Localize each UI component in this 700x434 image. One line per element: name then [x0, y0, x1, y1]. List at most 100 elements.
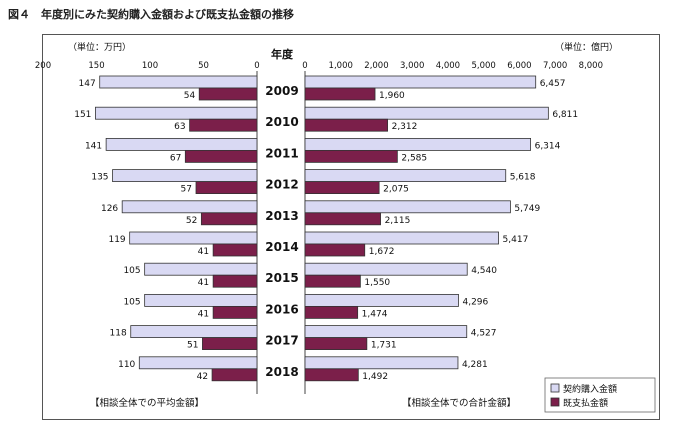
right-axis-tick-label: 5,000 [471, 61, 495, 71]
left-contract-bar [144, 262, 258, 276]
right-contract-value: 4,281 [462, 360, 488, 370]
right-paid-value: 2,585 [401, 153, 427, 163]
left-contract-bar [144, 293, 258, 307]
left-paid-value: 63 [174, 122, 185, 132]
left-paid-value: 51 [187, 341, 198, 351]
left-contract-bar [105, 137, 258, 151]
left-paid-bar [200, 212, 258, 226]
right-contract-bar [304, 356, 459, 370]
right-contract-bar [304, 106, 549, 120]
left-contract-value: 119 [108, 235, 125, 245]
right-axis-tick-label: 8,000 [579, 61, 603, 71]
right-axis-tick-label: 6,000 [507, 61, 531, 71]
left-paid-bar [195, 181, 258, 195]
left-paid-bar [189, 118, 258, 132]
right-contract-value: 6,314 [535, 141, 561, 151]
right-axis-tick-label: 1,000 [329, 61, 353, 71]
year-label: 2015 [265, 271, 298, 285]
right-contract-value: 4,527 [471, 329, 497, 339]
right-paid-value: 1,731 [371, 341, 397, 351]
right-paid-value: 1,960 [379, 91, 405, 101]
left-paid-value: 42 [197, 372, 208, 382]
left-paid-value: 57 [181, 185, 192, 195]
left-axis-tick-label: 150 [88, 61, 104, 71]
left-contract-value: 147 [79, 79, 96, 89]
left-paid-bar [212, 243, 258, 257]
left-contract-bar [138, 356, 258, 370]
left-contract-value: 126 [101, 204, 118, 214]
year-label: 2009 [265, 84, 298, 98]
year-label: 2014 [265, 240, 298, 254]
left-contract-bar [129, 231, 258, 245]
year-label: 2012 [265, 178, 298, 192]
left-paid-bar [184, 149, 258, 163]
right-paid-bar [304, 118, 389, 132]
left-paid-value: 54 [184, 91, 196, 101]
right-paid-bar [304, 243, 366, 257]
right-paid-bar [304, 337, 368, 351]
left-paid-value: 41 [198, 278, 209, 288]
right-paid-bar [304, 274, 361, 288]
right-paid-bar [304, 149, 398, 163]
left-contract-value: 141 [85, 141, 102, 151]
right-paid-value: 2,115 [385, 216, 411, 226]
left-contract-bar [130, 325, 258, 339]
left-contract-bar [121, 200, 258, 214]
left-paid-bar [198, 87, 258, 101]
right-paid-bar [304, 87, 376, 101]
right-paid-bar [304, 305, 359, 319]
right-caption: 【相談全体での合計金額】 [402, 397, 516, 409]
right-contract-value: 4,540 [471, 266, 497, 276]
right-axis-tick-label: 0 [302, 61, 307, 71]
right-contract-value: 5,749 [514, 204, 540, 214]
left-contract-value: 110 [118, 360, 135, 370]
legend-box [544, 377, 656, 413]
right-axis-tick-label: 2,000 [364, 61, 388, 71]
right-contract-bar [304, 137, 531, 151]
left-axis-tick-label: 200 [35, 61, 51, 71]
right-paid-value: 1,474 [362, 309, 388, 319]
legend-swatch [550, 397, 560, 407]
right-contract-value: 4,296 [462, 297, 488, 307]
right-contract-bar [304, 75, 537, 89]
year-label: 2017 [265, 334, 298, 348]
left-contract-bar [112, 169, 258, 183]
right-contract-value: 5,417 [503, 235, 529, 245]
right-contract-value: 6,811 [552, 110, 578, 120]
left-contract-value: 151 [74, 110, 91, 120]
left-axis-tick-label: 100 [142, 61, 158, 71]
chart-frame [42, 34, 660, 420]
left-unit-label: （単位：万円） [68, 41, 131, 53]
year-label: 2016 [265, 302, 298, 316]
right-paid-bar [304, 368, 359, 382]
left-paid-value: 67 [170, 153, 181, 163]
figure-title: 図４ 年度別にみた契約購入金額および既支払金額の推移 [8, 8, 294, 21]
legend-label: 既支払金額 [563, 397, 608, 409]
right-axis-tick-label: 3,000 [400, 61, 424, 71]
left-paid-bar [212, 305, 258, 319]
right-contract-bar [304, 169, 507, 183]
right-contract-bar [304, 231, 499, 245]
right-paid-value: 1,672 [369, 247, 395, 257]
year-label: 2018 [265, 365, 298, 379]
right-contract-value: 5,618 [510, 173, 536, 183]
left-paid-bar [212, 274, 258, 288]
left-paid-value: 52 [186, 216, 197, 226]
left-paid-bar [202, 337, 258, 351]
left-contract-value: 135 [91, 173, 108, 183]
right-contract-bar [304, 325, 468, 339]
right-paid-bar [304, 181, 380, 195]
right-axis-tick-label: 4,000 [436, 61, 460, 71]
left-paid-bar [211, 368, 258, 382]
right-paid-value: 2,312 [392, 122, 418, 132]
right-paid-value: 1,550 [364, 278, 390, 288]
year-label: 2011 [265, 146, 298, 160]
year-header: 年度 [271, 47, 294, 61]
right-axis-tick-label: 7,000 [543, 61, 567, 71]
right-contract-bar [304, 262, 468, 276]
right-unit-label: （単位：億円） [555, 41, 618, 53]
left-caption: 【相談全体での平均金額】 [90, 397, 204, 409]
right-contract-bar [304, 293, 459, 307]
left-paid-value: 41 [198, 247, 209, 257]
